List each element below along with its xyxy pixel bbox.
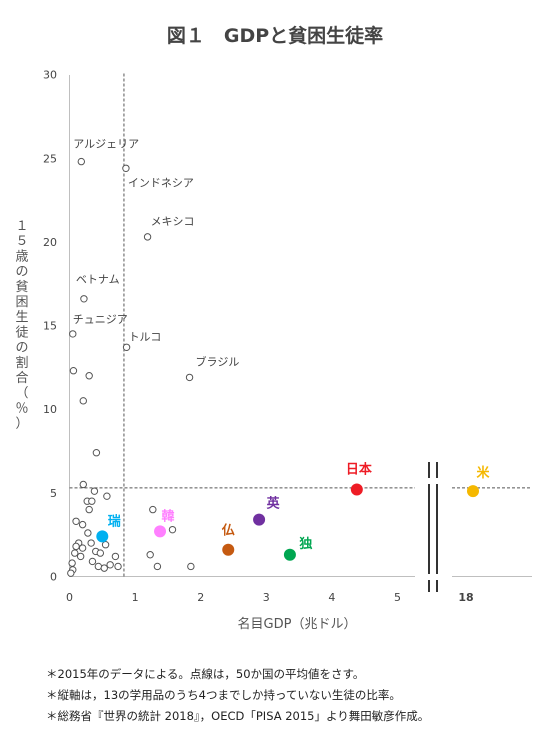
data-point bbox=[72, 542, 80, 551]
highlight-point bbox=[222, 543, 235, 556]
y-tick-label: 20 bbox=[43, 236, 57, 249]
y-tick-label: 25 bbox=[43, 152, 57, 165]
data-point bbox=[72, 517, 80, 525]
highlight-point bbox=[253, 513, 266, 526]
y-tick-labels: 0 5 10 15 20 25 30 bbox=[43, 69, 57, 584]
data-point bbox=[96, 549, 105, 557]
point-label: ベトナム bbox=[76, 273, 120, 286]
data-point bbox=[146, 551, 154, 559]
data-point-labeled bbox=[185, 373, 194, 382]
data-point bbox=[101, 541, 110, 549]
y-tick-label: 10 bbox=[43, 403, 57, 416]
data-point bbox=[100, 564, 108, 572]
point-label: インドネシア bbox=[128, 176, 194, 189]
data-point-labeled bbox=[143, 233, 152, 241]
data-point bbox=[87, 539, 95, 547]
data-point-labeled bbox=[122, 164, 130, 172]
data-point bbox=[92, 448, 101, 457]
x-tick-label: 5 bbox=[394, 591, 401, 604]
point-label: メキシコ bbox=[151, 215, 195, 228]
data-point bbox=[90, 487, 99, 495]
data-point bbox=[187, 562, 195, 571]
data-point bbox=[79, 397, 87, 405]
y-tick-label: 30 bbox=[43, 69, 57, 82]
data-point bbox=[79, 480, 87, 489]
data-point bbox=[149, 505, 157, 514]
data-point-labeled bbox=[77, 157, 86, 166]
y-tick-label: 5 bbox=[50, 487, 57, 500]
point-label: アルジェリア bbox=[73, 138, 139, 151]
highlight-point bbox=[154, 525, 167, 538]
data-point-labeled bbox=[69, 330, 77, 338]
x-tick-label: 4 bbox=[328, 591, 335, 604]
highlight-point bbox=[467, 485, 479, 498]
data-point bbox=[68, 559, 76, 567]
data-point bbox=[168, 525, 177, 534]
data-point bbox=[84, 529, 92, 537]
data-point bbox=[76, 552, 85, 561]
point-label: ブラジル bbox=[196, 354, 240, 368]
data-point bbox=[78, 520, 87, 529]
highlight-label: 日本 bbox=[346, 462, 372, 478]
data-point bbox=[94, 562, 103, 571]
data-point-labeled bbox=[122, 343, 131, 351]
point-label: チュニジア bbox=[73, 313, 128, 326]
data-point bbox=[67, 569, 75, 577]
data-point bbox=[88, 557, 97, 566]
footnote-2: ＊縦軸は，13の学用品のうち4つまでしか持っていない生徒の比率。 bbox=[46, 688, 401, 702]
x-tick-labels: 0 1 2 3 4 5 18 bbox=[66, 591, 474, 604]
highlight-label: 瑞 bbox=[108, 513, 121, 529]
highlight-point bbox=[350, 483, 363, 496]
y-tick-label: 0 bbox=[50, 571, 57, 584]
data-point bbox=[69, 367, 78, 375]
footnote-1: ＊2015年のデータによる。点線は，50か国の平均値をさす。 bbox=[46, 667, 365, 681]
highlight-label: 米 bbox=[476, 465, 490, 481]
x-tick-label-break: 18 bbox=[458, 591, 473, 604]
highlight-label: 韓 bbox=[162, 508, 175, 524]
x-tick-label: 0 bbox=[66, 591, 73, 604]
x-tick-label: 1 bbox=[132, 591, 139, 604]
x-tick-label: 3 bbox=[263, 591, 270, 604]
data-point bbox=[106, 561, 114, 569]
data-point bbox=[88, 497, 96, 505]
highlight-point bbox=[283, 548, 296, 561]
footnotes: ＊2015年のデータによる。点線は，50か国の平均値をさす。 ＊縦軸は，13の学… bbox=[46, 664, 429, 727]
x-tick-label: 2 bbox=[197, 591, 204, 604]
axis-break-marks bbox=[427, 462, 439, 592]
y-tick-label: 15 bbox=[43, 320, 57, 333]
highlight-label: 独 bbox=[299, 536, 312, 552]
data-point bbox=[103, 492, 111, 500]
data-point bbox=[114, 562, 122, 571]
y-axis-label: １５歳の貧困生徒の割合（％） bbox=[15, 219, 28, 432]
chart-title: 図１ GDPと貧困生徒率 bbox=[167, 24, 383, 47]
highlight-label: 英 bbox=[266, 496, 281, 512]
footnote-3: ＊総務省『世界の統計 2018』，OECD「PISA 2015」より舞田敏彦作成… bbox=[46, 709, 430, 723]
data-point bbox=[78, 544, 87, 552]
data-point bbox=[85, 505, 93, 514]
scatter-chart: 図１ GDPと貧困生徒率 0 5 10 15 20 25 30 0 1 2 3 4 5 18 アルジェリ… bbox=[15, 24, 532, 632]
point-label: トルコ bbox=[129, 330, 162, 343]
data-point bbox=[71, 549, 79, 557]
data-point bbox=[111, 552, 120, 561]
data-point bbox=[85, 372, 93, 380]
highlight-point bbox=[96, 530, 109, 543]
data-point-labeled bbox=[80, 295, 88, 303]
highlight-label: 仏 bbox=[222, 524, 235, 539]
x-axis-label: 名目GDP（兆ドル） bbox=[238, 616, 357, 632]
data-points bbox=[67, 157, 479, 577]
data-point bbox=[153, 562, 162, 571]
